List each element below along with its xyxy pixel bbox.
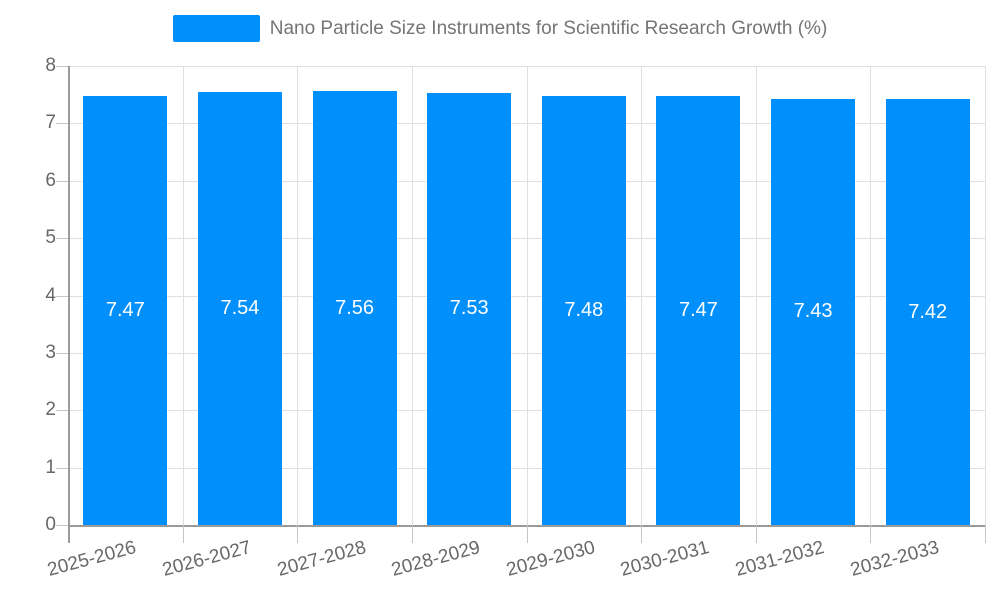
- bar-value-label: 7.56: [335, 296, 375, 319]
- gridline-vertical: [526, 66, 528, 525]
- x-axis-tick: [526, 525, 528, 543]
- y-axis-tick: [56, 238, 68, 240]
- bar-value-label: 7.43: [793, 300, 833, 323]
- x-axis-category-label: 2027-2028: [274, 537, 368, 581]
- bar-value-label: 7.48: [564, 298, 604, 321]
- x-axis-tick: [411, 525, 413, 543]
- gridline-vertical: [870, 66, 872, 525]
- y-axis-tick-label: 4: [45, 284, 56, 306]
- x-axis-category-label: 2032-2033: [847, 537, 942, 581]
- x-axis-category-label: 2031-2032: [733, 537, 827, 581]
- y-axis-tick-label: 3: [45, 341, 56, 363]
- bar-value-label: 7.42: [908, 300, 948, 323]
- x-axis-category-label: 2025-2026: [45, 537, 139, 581]
- gridline-vertical: [641, 66, 643, 525]
- y-axis-tick: [56, 66, 68, 67]
- x-axis-tick: [182, 525, 184, 543]
- bar[interactable]: 7.54: [197, 92, 282, 525]
- x-axis-category-label: 2028-2029: [389, 537, 483, 581]
- y-axis-tick: [56, 123, 68, 125]
- y-axis-tick: [56, 525, 68, 526]
- bar-value-label: 7.53: [449, 297, 489, 320]
- bar[interactable]: 7.47: [83, 96, 168, 525]
- y-axis-tick-label: 1: [45, 456, 56, 478]
- bar[interactable]: 7.47: [656, 96, 741, 525]
- chart-legend: Nano Particle Size Instruments for Scien…: [0, 15, 1000, 42]
- legend-swatch: [172, 15, 260, 42]
- y-axis-tick: [56, 467, 68, 469]
- y-axis-tick-label: 0: [45, 514, 56, 535]
- legend-item[interactable]: Nano Particle Size Instruments for Scien…: [172, 15, 828, 42]
- x-axis-category-label: 2026-2027: [160, 537, 254, 581]
- y-axis-tick-label: 6: [45, 169, 56, 191]
- x-axis-tick: [641, 525, 643, 543]
- gridline-vertical: [182, 66, 184, 525]
- gridline-vertical: [755, 66, 757, 525]
- x-axis-tick: [297, 525, 299, 543]
- y-axis-tick-label: 2: [45, 399, 56, 421]
- bar[interactable]: 7.43: [771, 98, 856, 525]
- gridline-vertical: [985, 66, 986, 525]
- bar[interactable]: 7.42: [885, 99, 970, 525]
- bar[interactable]: 7.53: [427, 92, 512, 525]
- bar-value-label: 7.47: [678, 299, 718, 322]
- bar[interactable]: 7.56: [312, 91, 397, 525]
- x-axis-category-label: 2030-2031: [618, 537, 712, 581]
- x-axis-category-label: 2029-2030: [504, 537, 598, 581]
- x-axis-tick: [755, 525, 757, 543]
- y-axis-tick: [56, 352, 68, 354]
- bar-value-label: 7.54: [220, 297, 260, 320]
- bar-value-label: 7.47: [105, 299, 145, 322]
- y-axis-tick-label: 7: [45, 112, 56, 134]
- gridline-vertical: [411, 66, 413, 525]
- x-axis-tick: [985, 525, 986, 543]
- y-axis-tick: [56, 180, 68, 182]
- y-axis-tick: [56, 410, 68, 412]
- bar[interactable]: 7.48: [541, 95, 626, 525]
- y-axis-tick-label: 5: [45, 227, 56, 249]
- gridline-vertical: [297, 66, 299, 525]
- legend-label: Nano Particle Size Instruments for Scien…: [269, 17, 828, 39]
- x-axis-tick: [870, 525, 872, 543]
- y-axis-line: [68, 66, 70, 543]
- y-axis-tick: [56, 295, 68, 297]
- y-axis-tick-label: 8: [45, 55, 56, 76]
